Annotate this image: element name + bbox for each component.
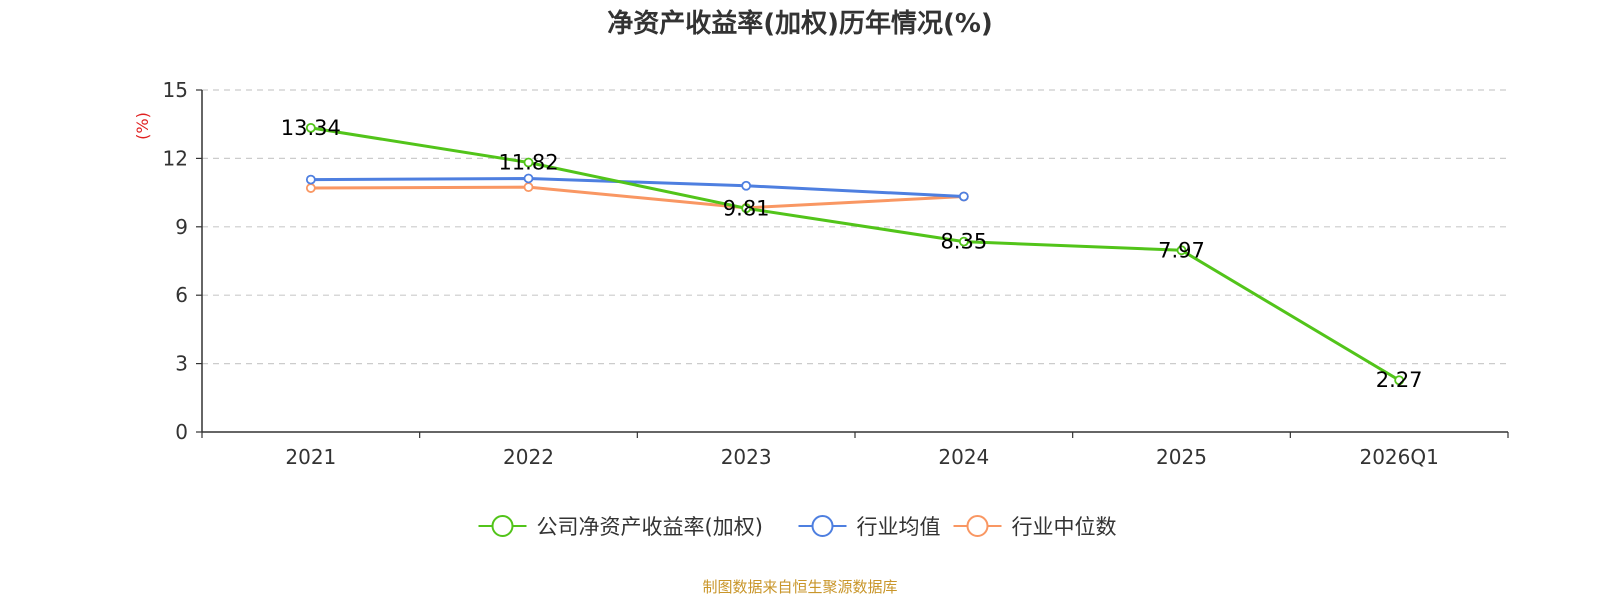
data-label: 7.97 (1158, 238, 1205, 262)
series-1 (305, 173, 969, 202)
series-2 (305, 182, 969, 213)
data-point (1394, 375, 1405, 386)
legend-item-2: 行业中位数 (953, 515, 1117, 539)
axes: 0 3 6 9 12 15 2021 2022 2023 2024 2025 2026Q1 (163, 78, 1509, 469)
y-tick-label: 6 (175, 283, 188, 307)
x-tick-label: 2021 (285, 445, 336, 469)
data-point (305, 174, 316, 185)
series-line-1 (310, 176, 964, 198)
data-label: 13.34 (281, 116, 341, 140)
x-tick-label: 2023 (721, 445, 772, 469)
series-line-2 (310, 185, 964, 210)
x-tick-label: 2022 (503, 445, 554, 469)
series-line-0 (310, 126, 1400, 382)
legend-swatch-marker (811, 515, 834, 537)
legend-label: 行业中位数 (1012, 515, 1117, 539)
series-lines (305, 122, 1405, 386)
x-tick-label: 2024 (938, 445, 989, 469)
x-tick-label: 2026Q1 (1359, 445, 1438, 469)
data-point (741, 203, 752, 214)
legend: 公司净资产收益率(加权) 行业均值 行业中位数 (478, 515, 1117, 539)
data-point (958, 236, 969, 247)
y-tick-label: 3 (175, 352, 188, 376)
y-tick-label: 15 (163, 78, 188, 102)
data-label: 8.35 (940, 230, 987, 254)
y-tick-label: 9 (175, 215, 188, 239)
data-labels: 13.34 11.82 9.81 8.35 7.97 2.27 (281, 116, 1423, 392)
x-tick-label: 2025 (1156, 445, 1207, 469)
legend-item-1: 行业均值 (798, 515, 941, 539)
chart-title: 净资产收益率(加权)历年情况(%) (607, 8, 993, 39)
data-point (741, 180, 752, 191)
series-0 (305, 122, 1405, 386)
gridlines (202, 89, 1508, 365)
legend-swatch-marker (491, 515, 514, 537)
data-label: 9.81 (723, 196, 770, 220)
data-point (523, 182, 534, 193)
data-label: 2.27 (1376, 368, 1423, 392)
legend-label: 行业均值 (857, 515, 941, 539)
data-point (305, 183, 316, 193)
legend-swatch-marker (966, 515, 989, 537)
y-tick-label: 12 (163, 146, 188, 170)
data-point (958, 191, 969, 202)
y-tick-label: 0 (175, 420, 188, 444)
data-point (1176, 245, 1187, 256)
data-label: 11.82 (498, 151, 558, 175)
legend-label: 公司净资产收益率(加权) (537, 515, 763, 539)
legend-item-0: 公司净资产收益率(加权) (478, 515, 763, 539)
y-axis-label: (%) (133, 112, 152, 140)
data-point (523, 173, 534, 184)
data-point (305, 122, 316, 133)
data-point (523, 157, 534, 168)
source-note: 制图数据来自恒生聚源数据库 (702, 578, 897, 596)
